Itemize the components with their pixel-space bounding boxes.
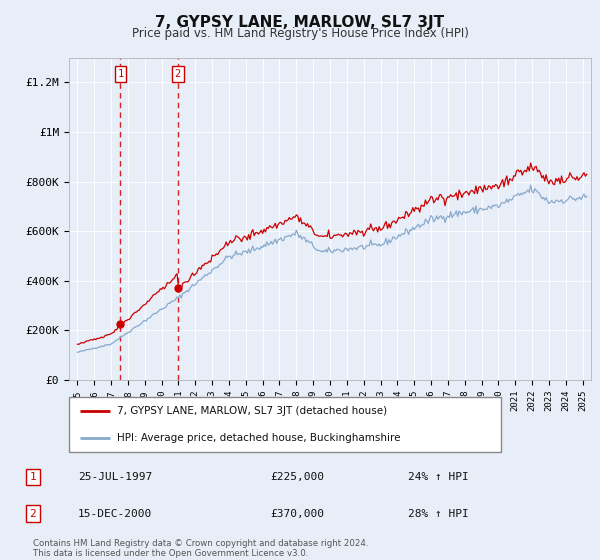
Text: 15-DEC-2000: 15-DEC-2000 bbox=[78, 508, 152, 519]
Text: 2: 2 bbox=[175, 69, 181, 79]
Text: 25-JUL-1997: 25-JUL-1997 bbox=[78, 472, 152, 482]
Text: 28% ↑ HPI: 28% ↑ HPI bbox=[408, 508, 469, 519]
Text: 7, GYPSY LANE, MARLOW, SL7 3JT (detached house): 7, GYPSY LANE, MARLOW, SL7 3JT (detached… bbox=[116, 407, 386, 416]
Text: Contains HM Land Registry data © Crown copyright and database right 2024.
This d: Contains HM Land Registry data © Crown c… bbox=[33, 539, 368, 558]
Text: HPI: Average price, detached house, Buckinghamshire: HPI: Average price, detached house, Buck… bbox=[116, 433, 400, 442]
Text: 2: 2 bbox=[29, 508, 37, 519]
Text: £225,000: £225,000 bbox=[270, 472, 324, 482]
Text: 7, GYPSY LANE, MARLOW, SL7 3JT: 7, GYPSY LANE, MARLOW, SL7 3JT bbox=[155, 15, 445, 30]
Text: 1: 1 bbox=[117, 69, 124, 79]
Text: Price paid vs. HM Land Registry's House Price Index (HPI): Price paid vs. HM Land Registry's House … bbox=[131, 27, 469, 40]
FancyBboxPatch shape bbox=[69, 397, 501, 452]
Text: 1: 1 bbox=[29, 472, 37, 482]
Text: £370,000: £370,000 bbox=[270, 508, 324, 519]
Text: 24% ↑ HPI: 24% ↑ HPI bbox=[408, 472, 469, 482]
